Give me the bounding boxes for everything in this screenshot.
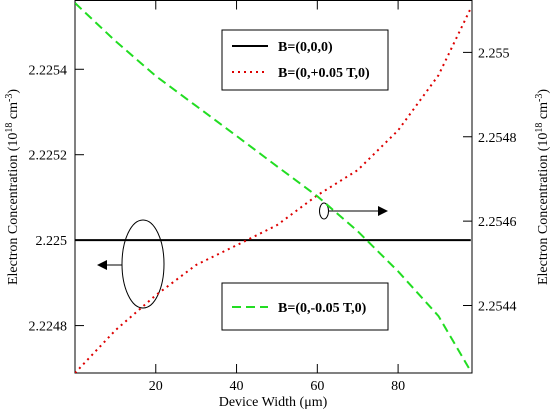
y-tick-label: 2.2248 — [29, 320, 68, 335]
annotation-ellipse — [319, 202, 329, 220]
x-axis-label: Device Width (μm) — [219, 395, 328, 410]
label-part: ) — [536, 89, 551, 94]
series-group — [75, 2, 472, 373]
series-line — [75, 7, 472, 373]
arrow-head — [97, 260, 107, 270]
label-part: ) — [6, 89, 21, 94]
legend-label: B=(0,-0.05 T,0) — [278, 301, 367, 316]
legend-box — [221, 29, 389, 91]
label-part: 18 — [534, 123, 545, 133]
legend-label: B=(0,+0.05 T,0) — [278, 66, 370, 81]
x-tick-label: 80 — [391, 379, 405, 394]
label-part: Electron Concentration (10 — [6, 133, 21, 285]
y-tick-label: 2.2254 — [29, 63, 68, 78]
series-line — [75, 2, 472, 372]
label-part: -3 — [4, 94, 15, 102]
label-part: 18 — [4, 123, 15, 133]
x-tick-label: 20 — [149, 379, 163, 394]
arrow-head — [378, 206, 388, 216]
y2-tick-label: 2.2544 — [478, 300, 517, 315]
label-part: -3 — [534, 94, 545, 102]
annotation-ellipse — [121, 219, 165, 309]
legend-label: B=(0,0,0) — [278, 40, 333, 55]
plot-frame — [74, 0, 473, 374]
y2-tick-label: 2.2546 — [478, 215, 517, 230]
x-tick-label: 60 — [310, 379, 324, 394]
y-axis-label: Electron Concentration (1018 cm-3) — [4, 89, 22, 285]
y-tick-label: 2.2252 — [29, 149, 68, 164]
y-tick-label: 2.225 — [36, 234, 68, 249]
y2-axis-label: Electron Concentration (1018 cm-3) — [534, 89, 551, 285]
label-part: cm — [536, 102, 551, 123]
y2-tick-label: 2.2548 — [478, 131, 517, 146]
label-part: Electron Concentration (10 — [536, 133, 551, 285]
label-part: cm — [6, 102, 21, 123]
x-tick-label: 40 — [230, 379, 244, 394]
y2-tick-label: 2.255 — [478, 46, 510, 61]
